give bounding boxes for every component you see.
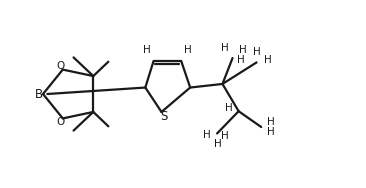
Text: B: B bbox=[35, 87, 43, 101]
Text: H: H bbox=[203, 130, 211, 140]
Text: O: O bbox=[57, 117, 65, 127]
Text: H: H bbox=[268, 117, 275, 127]
Text: S: S bbox=[160, 110, 168, 123]
Text: H: H bbox=[253, 47, 261, 57]
Text: H: H bbox=[225, 103, 232, 113]
Text: H: H bbox=[268, 127, 275, 137]
Text: H: H bbox=[264, 55, 272, 64]
Text: H: H bbox=[239, 45, 246, 55]
Text: H: H bbox=[214, 139, 222, 149]
Text: H: H bbox=[221, 43, 228, 53]
Text: H: H bbox=[236, 55, 244, 65]
Text: H: H bbox=[221, 131, 229, 141]
Text: H: H bbox=[143, 45, 151, 55]
Text: H: H bbox=[184, 45, 191, 55]
Text: O: O bbox=[57, 61, 65, 71]
